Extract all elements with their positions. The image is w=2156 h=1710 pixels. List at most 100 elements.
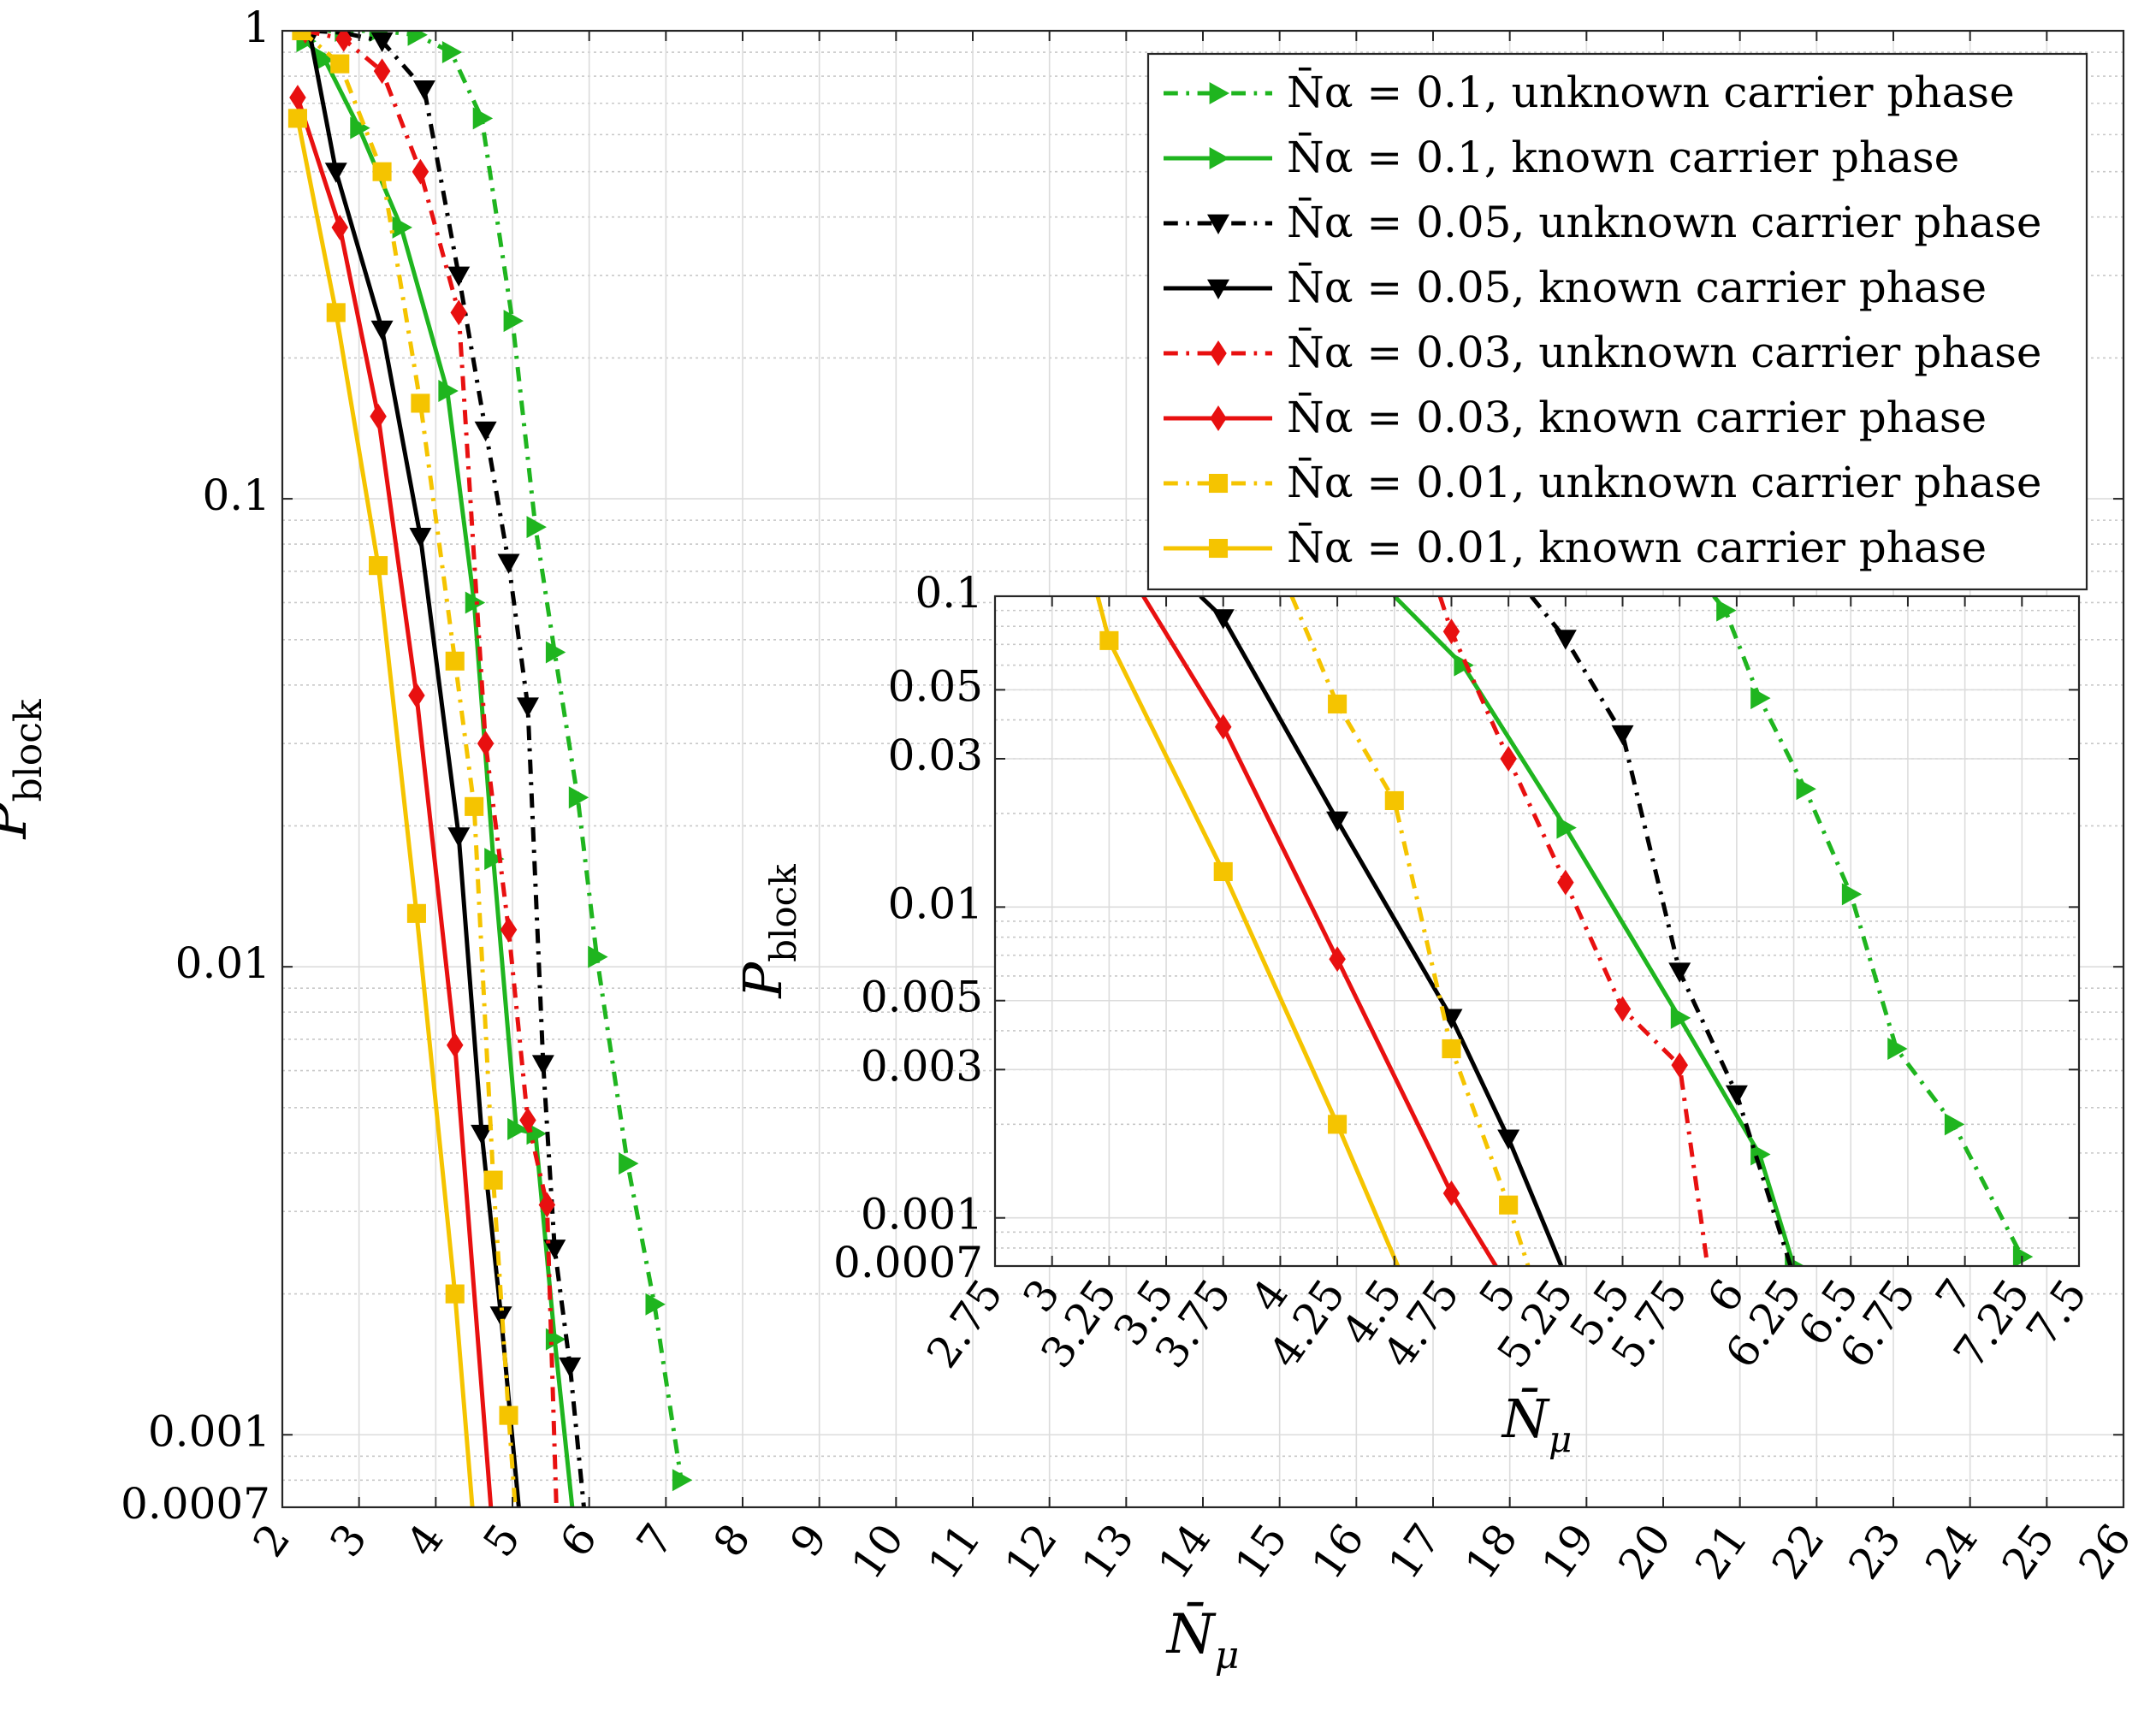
inset-y-tick-label: 0.03 — [888, 731, 983, 780]
chart-legend: N̄α = 0.1, unknown carrier phase N̄α = 0.… — [1146, 52, 2088, 591]
inset-data-point — [1614, 996, 1632, 1022]
legend-label: N̄α = 0.1, unknown carrier phase — [1287, 67, 2015, 117]
main-x-tick-label: 8 — [704, 1515, 761, 1565]
main-data-point — [331, 214, 348, 240]
main-data-point — [526, 516, 547, 539]
main-data-point — [531, 1055, 554, 1075]
inset-data-point — [1716, 599, 1737, 622]
main-data-point — [465, 796, 484, 816]
legend-swatch-marker — [1210, 405, 1227, 431]
inset-data-point — [1454, 654, 1474, 677]
inset-data-point — [2012, 1246, 2034, 1266]
main-data-point — [474, 421, 497, 442]
inset-data-point — [1442, 1180, 1460, 1206]
main-x-tick-label: 6 — [550, 1515, 607, 1565]
legend-swatch-marker — [1209, 147, 1229, 169]
main-series-1 — [296, 31, 575, 1507]
legend-label: N̄α = 0.03, unknown carrier phase — [1287, 327, 2041, 377]
inset-data-point — [1328, 1115, 1348, 1134]
main-x-tick-label: 23 — [1839, 1515, 1910, 1588]
main-x-tick-label: 19 — [1532, 1515, 1604, 1588]
main-series-5 — [289, 85, 494, 1507]
legend-label: N̄α = 0.03, known carrier phase — [1287, 392, 1987, 442]
main-y-axis-label: Pblock — [0, 699, 50, 839]
main-x-axis-label: N̄μ — [1165, 1601, 1240, 1677]
main-x-tick-label: 13 — [1072, 1515, 1144, 1588]
main-data-point — [516, 697, 539, 718]
inset-y-tick-label: 0.0007 — [833, 1238, 983, 1287]
main-y-tick-label: 1 — [243, 3, 270, 52]
main-data-point — [447, 827, 471, 848]
inset-data-point — [1099, 630, 1119, 650]
inset-data-point — [1670, 1006, 1691, 1029]
main-data-point — [545, 641, 566, 664]
inset-y-tick-label: 0.001 — [861, 1190, 983, 1240]
legend-item: N̄α = 0.01, unknown carrier phase — [1164, 457, 2041, 507]
inset-y-tick-label: 0.01 — [888, 879, 983, 928]
main-data-point — [373, 58, 391, 85]
inset-data-point — [1326, 811, 1349, 832]
main-series-line — [295, 117, 475, 1507]
main-data-point — [484, 848, 505, 871]
main-data-point — [445, 651, 465, 671]
main-x-tick-label: 25 — [1993, 1515, 2064, 1588]
main-series-line — [295, 97, 494, 1507]
main-x-tick-label: 24 — [1916, 1515, 1987, 1588]
inset-data-point — [1611, 725, 1634, 746]
inset-series-5 — [1141, 596, 1499, 1266]
main-series-line — [305, 31, 559, 1507]
main-x-tick-label: 14 — [1148, 1515, 1220, 1588]
legend-swatch-marker — [1209, 82, 1229, 104]
main-data-point — [672, 1469, 693, 1492]
inset-y-tick-label: 0.1 — [915, 568, 983, 618]
inset-data-point — [1750, 687, 1771, 710]
main-data-point — [350, 116, 370, 139]
inset-data-point — [1442, 1038, 1461, 1059]
main-data-point — [519, 1107, 536, 1133]
main-data-point — [324, 163, 347, 183]
inset-data-point — [1328, 694, 1348, 714]
inset-data-point — [1211, 609, 1235, 630]
inset-y-axis-label: Pblock — [732, 864, 804, 999]
main-data-point — [471, 1124, 494, 1145]
legend-swatch-marker — [1207, 279, 1229, 299]
legend-label: N̄α = 0.01, unknown carrier phase — [1287, 457, 2041, 507]
main-data-point — [370, 320, 394, 341]
inset-series-7 — [1095, 596, 1401, 1266]
legend-item: N̄α = 0.1, unknown carrier phase — [1164, 67, 2015, 117]
main-data-point — [538, 1192, 556, 1218]
legend-swatch-marker — [1208, 473, 1229, 494]
main-x-tick-label: 22 — [1762, 1515, 1834, 1588]
main-data-point — [292, 31, 311, 41]
inset-series-line — [1289, 596, 1531, 1266]
main-x-tick-label: 26 — [2069, 1515, 2141, 1588]
main-data-point — [489, 1306, 512, 1327]
main-data-point — [477, 731, 495, 757]
inset-series-3 — [1199, 596, 1564, 1266]
main-data-point — [412, 80, 435, 101]
main-y-axis-label-text: Pblock — [0, 699, 50, 839]
legend-item: N̄α = 0.03, unknown carrier phase — [1164, 327, 2041, 377]
main-data-point — [441, 41, 463, 64]
legend-item: N̄α = 0.01, known carrier phase — [1164, 522, 1987, 572]
main-data-point — [412, 158, 429, 185]
legend-item: N̄α = 0.05, unknown carrier phase — [1164, 197, 2041, 247]
main-data-point — [619, 1152, 639, 1175]
main-data-point — [392, 216, 412, 239]
main-data-point — [438, 380, 459, 403]
inset-data-point — [1841, 883, 1863, 906]
inset-data-point — [1554, 630, 1577, 650]
main-series-6 — [292, 31, 518, 1507]
inset-x-axis-label: N̄μ — [1501, 1388, 1573, 1460]
main-x-tick-label: 18 — [1455, 1515, 1527, 1588]
inset-data-point — [1944, 1113, 1965, 1136]
main-data-point — [543, 1240, 566, 1260]
inset-data-point — [1668, 962, 1691, 983]
inset-data-point — [1725, 1085, 1748, 1106]
main-x-tick-label: 7 — [627, 1515, 684, 1565]
inset-data-point — [1440, 1009, 1463, 1029]
main-data-point — [335, 31, 352, 52]
main-data-point — [645, 1293, 666, 1316]
main-x-tick-label: 15 — [1225, 1515, 1297, 1588]
